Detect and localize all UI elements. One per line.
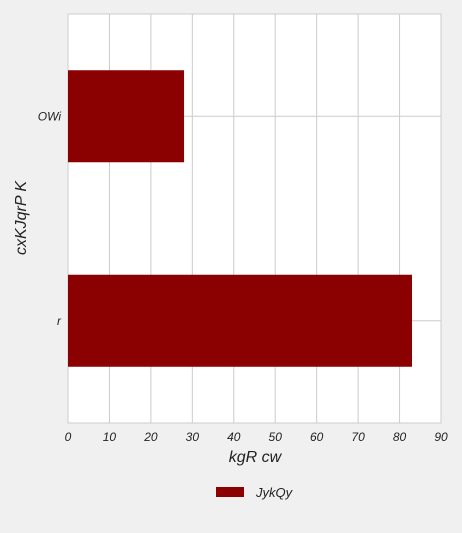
x-tick-labels: 0 10 20 30 40 50 60 70 80 90 <box>65 430 448 444</box>
x-axis-title: kgR cw <box>229 449 283 466</box>
x-tick-label: 90 <box>434 430 448 444</box>
x-tick-label: 50 <box>269 430 283 444</box>
bar-1 <box>68 70 185 163</box>
x-tick-label: 70 <box>351 430 365 444</box>
x-tick-label: 40 <box>227 430 241 444</box>
y-tick-labels: OWi r <box>38 109 62 328</box>
legend: JykQy <box>216 485 294 500</box>
x-tick-label: 80 <box>393 430 407 444</box>
y-axis-title: cxKJqrP K <box>13 180 30 255</box>
bars <box>68 70 412 367</box>
legend-swatch <box>216 487 244 497</box>
bar-2 <box>68 274 412 367</box>
x-tick-label: 20 <box>143 430 158 444</box>
x-tick-label: 10 <box>103 430 117 444</box>
y-tick-label: r <box>57 314 62 328</box>
x-tick-label: 60 <box>310 430 324 444</box>
x-tick-label: 0 <box>65 430 72 444</box>
x-tick-label: 30 <box>186 430 200 444</box>
legend-label: JykQy <box>255 485 294 500</box>
y-tick-label: OWi <box>38 109 62 123</box>
